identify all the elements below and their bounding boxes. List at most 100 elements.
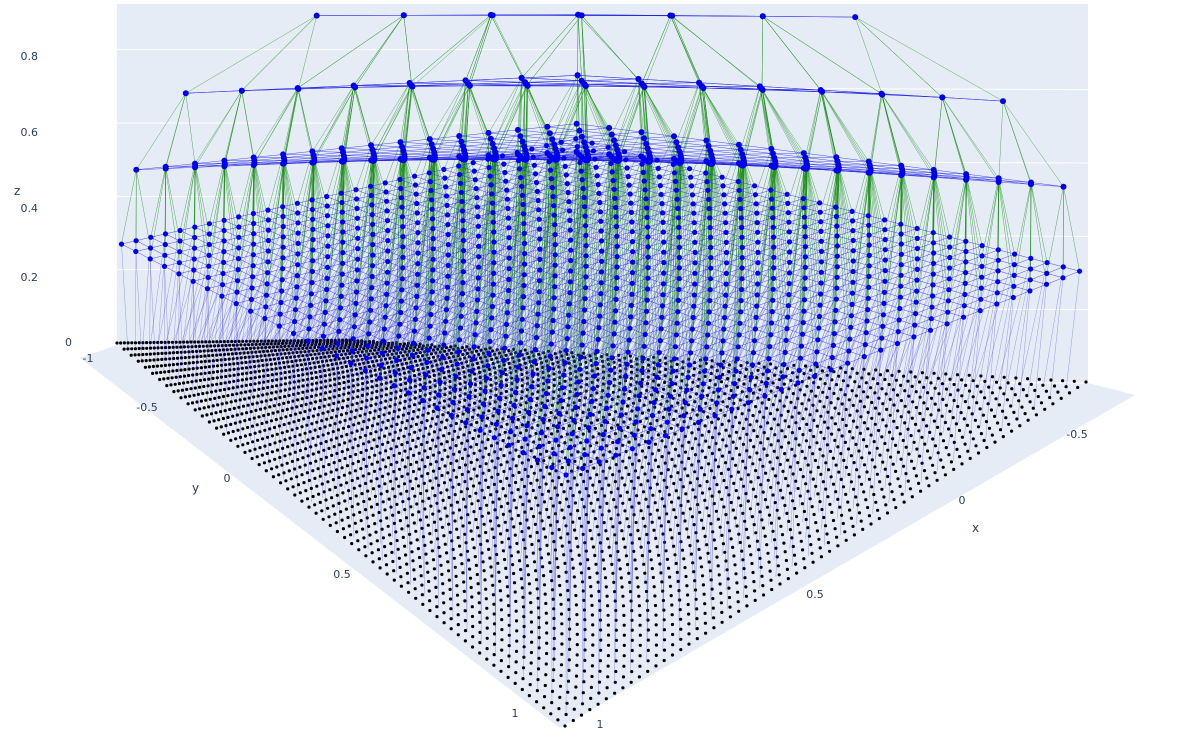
base-point <box>673 464 677 468</box>
base-point <box>253 431 257 435</box>
base-point <box>530 630 534 634</box>
base-point <box>802 557 806 561</box>
base-point <box>283 388 287 392</box>
base-point <box>575 632 579 637</box>
base-point <box>811 403 815 407</box>
base-point <box>589 685 594 690</box>
base-point <box>920 435 924 439</box>
base-point <box>614 638 619 642</box>
base-point <box>575 663 579 668</box>
base-point <box>425 515 429 519</box>
base-point <box>590 603 594 608</box>
base-point <box>352 513 356 517</box>
base-point <box>582 680 586 684</box>
base-point <box>190 401 195 405</box>
base-point <box>797 411 801 415</box>
base-point <box>515 425 519 429</box>
base-point <box>798 426 802 431</box>
base-point <box>340 518 344 522</box>
base-point <box>848 430 852 434</box>
base-point <box>515 639 519 643</box>
base-point <box>401 535 405 540</box>
base-point <box>285 407 289 411</box>
base-point <box>593 426 598 430</box>
base-point <box>420 593 424 597</box>
base-point <box>163 370 167 374</box>
base-point <box>482 496 486 500</box>
base-point <box>180 388 184 392</box>
base-point <box>375 396 379 400</box>
base-point <box>746 499 750 503</box>
base-point <box>654 623 658 627</box>
base-point <box>918 411 922 416</box>
base-point <box>700 466 704 470</box>
base-point <box>425 419 429 423</box>
base-point <box>311 414 315 418</box>
base-point <box>910 495 914 499</box>
base-point <box>718 582 722 586</box>
base-point <box>786 458 790 462</box>
base-point <box>608 554 613 558</box>
base-point <box>256 438 260 442</box>
base-point <box>341 349 345 353</box>
base-point <box>545 631 549 635</box>
base-point <box>269 419 274 423</box>
base-point <box>275 432 279 436</box>
base-point <box>941 439 946 443</box>
base-point <box>484 478 488 482</box>
base-point <box>985 445 989 450</box>
base-point <box>936 376 941 380</box>
base-point <box>966 449 970 453</box>
base-point <box>880 487 884 491</box>
base-point <box>332 401 336 406</box>
base-point <box>894 506 898 510</box>
base-point <box>330 496 334 500</box>
base-point <box>485 647 489 651</box>
base-point <box>323 355 327 359</box>
base-point <box>878 480 882 484</box>
base-point <box>448 379 452 384</box>
base-point <box>695 617 699 621</box>
base-point <box>266 349 270 353</box>
base-point <box>975 384 979 388</box>
base-point <box>469 445 473 449</box>
base-point <box>716 417 720 421</box>
base-point <box>697 547 701 552</box>
base-point <box>859 482 864 486</box>
base-point <box>963 442 967 446</box>
base-point <box>994 380 999 384</box>
base-point <box>766 437 770 441</box>
base-point <box>535 700 539 704</box>
base-point <box>228 407 232 412</box>
base-point <box>763 534 767 538</box>
base-point <box>575 653 579 657</box>
base-point <box>219 410 223 414</box>
base-point <box>720 620 724 624</box>
base-point <box>620 585 624 589</box>
base-point <box>743 576 747 580</box>
base-point <box>512 581 517 585</box>
base-point <box>607 509 611 513</box>
base-point <box>221 394 226 399</box>
base-point <box>350 542 354 546</box>
base-point <box>545 641 549 645</box>
base-point <box>207 377 211 381</box>
base-point <box>757 548 761 552</box>
base-point <box>613 590 617 594</box>
base-point <box>279 352 283 356</box>
base-point <box>847 472 851 477</box>
base-point <box>917 481 921 485</box>
base-point <box>912 466 916 470</box>
base-point <box>760 574 764 578</box>
base-point <box>443 349 447 353</box>
base-point <box>638 613 642 618</box>
base-point <box>427 496 431 500</box>
base-point <box>328 523 332 528</box>
base-point <box>734 430 739 434</box>
base-point <box>203 354 207 358</box>
base-point <box>343 499 347 503</box>
base-point <box>1010 387 1014 391</box>
base-point <box>768 460 772 464</box>
base-point <box>277 473 281 477</box>
